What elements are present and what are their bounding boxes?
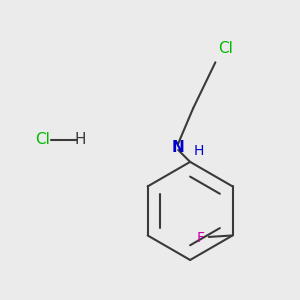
Text: Cl: Cl xyxy=(218,41,233,56)
Text: F: F xyxy=(196,231,205,245)
Text: Cl: Cl xyxy=(36,132,50,147)
Text: H: H xyxy=(194,145,204,158)
Text: N: N xyxy=(172,140,184,154)
Text: H: H xyxy=(74,132,86,147)
